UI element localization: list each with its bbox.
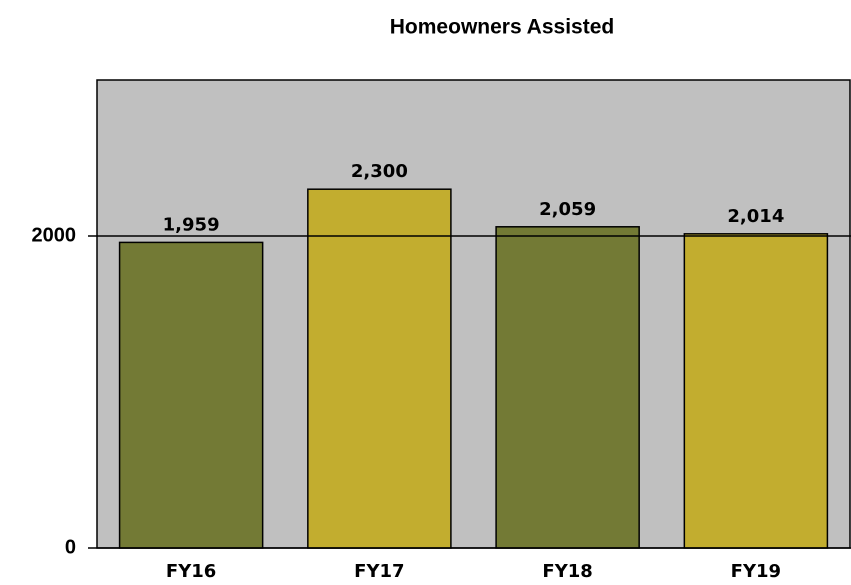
bar	[307, 188, 452, 549]
y-tick-label: 2000	[32, 224, 77, 246]
value-label: 1,959	[163, 214, 220, 235]
value-label: 2,059	[539, 199, 596, 220]
bar	[118, 241, 264, 549]
y-tick-label: 0	[65, 536, 76, 558]
x-tick-label: FY19	[731, 561, 781, 582]
x-tick-label: FY17	[354, 561, 404, 582]
x-tick-label: FY16	[166, 561, 216, 582]
value-label: 2,014	[727, 206, 784, 227]
bar	[495, 226, 640, 549]
chart-title: Homeowners Assisted	[390, 16, 614, 39]
value-label: 2,300	[351, 161, 408, 182]
x-tick-label: FY18	[542, 561, 592, 582]
bar	[683, 233, 829, 549]
